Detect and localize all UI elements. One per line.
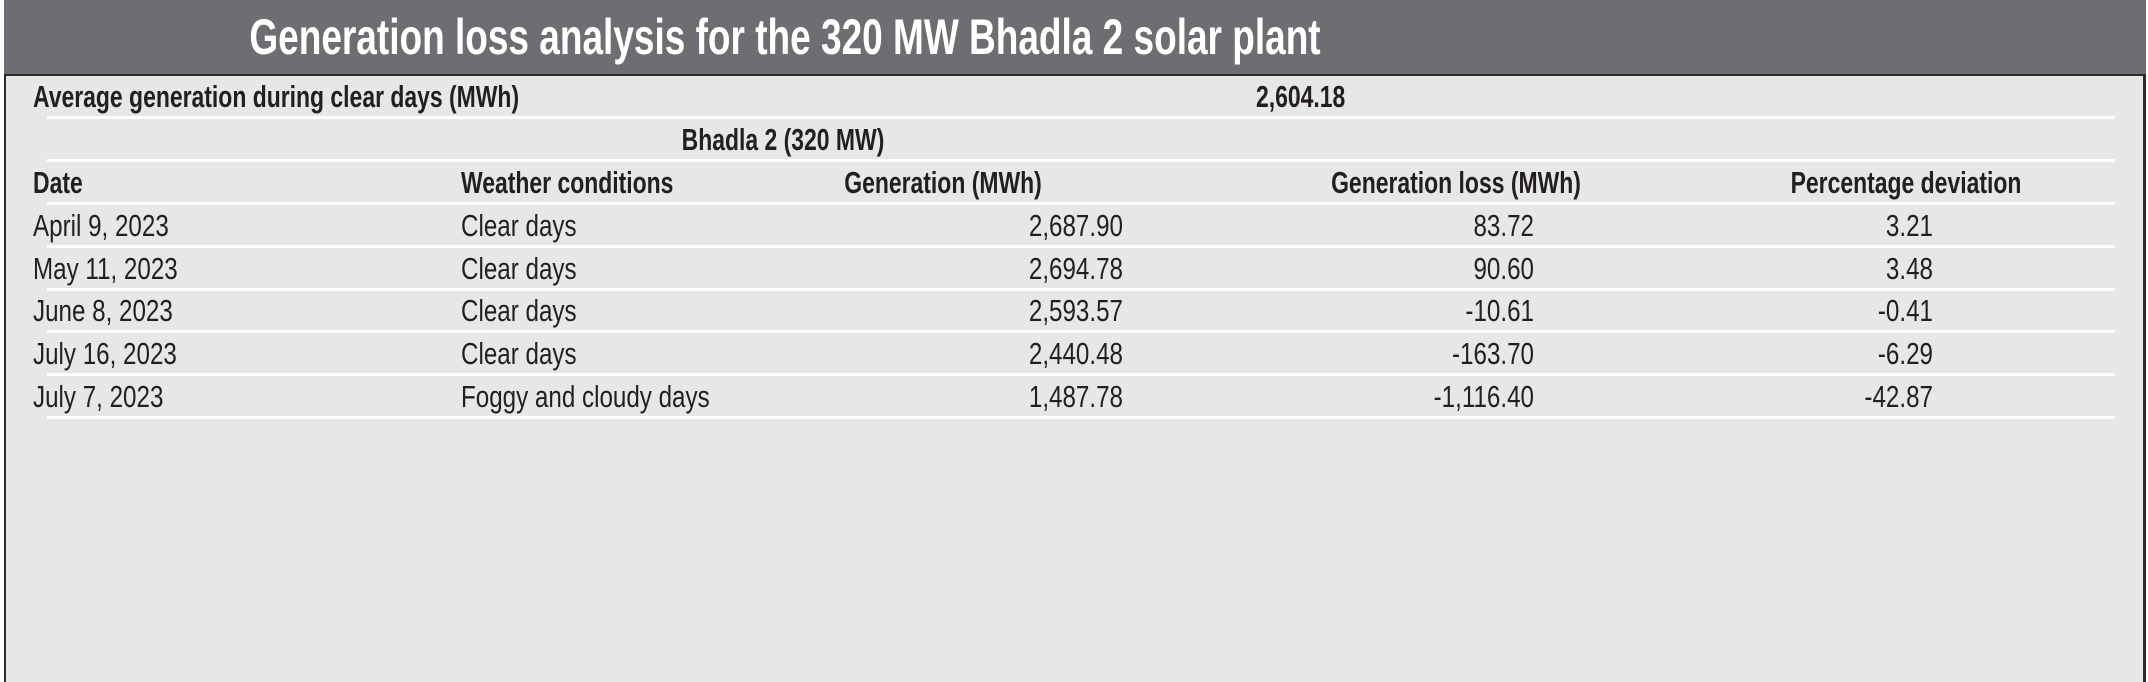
divider (47, 416, 2115, 419)
cell-date: June 8, 2023 (33, 293, 173, 328)
table-card: Generation loss analysis for the 320 MW … (4, 0, 2146, 682)
cell-percentage-deviation: -6.29 (1877, 336, 1933, 371)
cell-date: July 16, 2023 (33, 336, 177, 371)
cell-percentage-deviation: -42.87 (1864, 379, 1933, 414)
column-header-weather: Weather conditions (461, 165, 674, 200)
cell-weather: Clear days (461, 251, 577, 286)
cell-generation-loss: 83.72 (1473, 208, 1534, 243)
column-header-generation-loss: Generation loss (MWh) (1331, 165, 1581, 200)
divider (47, 330, 2115, 333)
divider (47, 245, 2115, 248)
column-header-percentage-deviation: Percentage deviation (1790, 165, 2022, 200)
cell-generation-loss: -1,116.40 (1433, 379, 1534, 414)
cell-generation-loss: -163.70 (1451, 336, 1534, 371)
cell-generation: 1,487.78 (1028, 379, 1123, 414)
title-bar: Generation loss analysis for the 320 MW … (4, 0, 2146, 76)
cell-generation: 2,687.90 (1028, 208, 1123, 243)
divider (47, 288, 2115, 291)
divider (47, 202, 2115, 205)
cell-percentage-deviation: -0.41 (1877, 293, 1933, 328)
cell-weather: Clear days (461, 208, 577, 243)
cell-generation-loss: 90.60 (1473, 251, 1534, 286)
group-header: Bhadla 2 (320 MW) (681, 122, 885, 157)
cell-weather: Clear days (461, 336, 577, 371)
cell-date: July 7, 2023 (33, 379, 164, 414)
cell-generation-loss: -10.61 (1465, 293, 1534, 328)
cell-date: April 9, 2023 (33, 208, 169, 243)
cell-generation: 2,694.78 (1028, 251, 1123, 286)
divider (47, 159, 2115, 162)
cell-percentage-deviation: 3.48 (1885, 251, 1933, 286)
table-title: Generation loss analysis for the 320 MW … (249, 9, 1321, 65)
cell-weather: Foggy and cloudy days (461, 379, 710, 414)
table-body: Average generation during clear days (MW… (4, 76, 2146, 682)
cell-generation: 2,440.48 (1028, 336, 1123, 371)
divider (47, 116, 2115, 119)
summary-value: 2,604.18 (1256, 79, 1346, 114)
cell-date: May 11, 2023 (33, 251, 178, 286)
summary-label: Average generation during clear days (MW… (33, 79, 520, 114)
cell-weather: Clear days (461, 293, 577, 328)
column-header-date: Date (33, 165, 83, 200)
cell-generation: 2,593.57 (1028, 293, 1123, 328)
cell-percentage-deviation: 3.21 (1885, 208, 1933, 243)
divider (47, 373, 2115, 376)
column-header-generation: Generation (MWh) (844, 165, 1042, 200)
